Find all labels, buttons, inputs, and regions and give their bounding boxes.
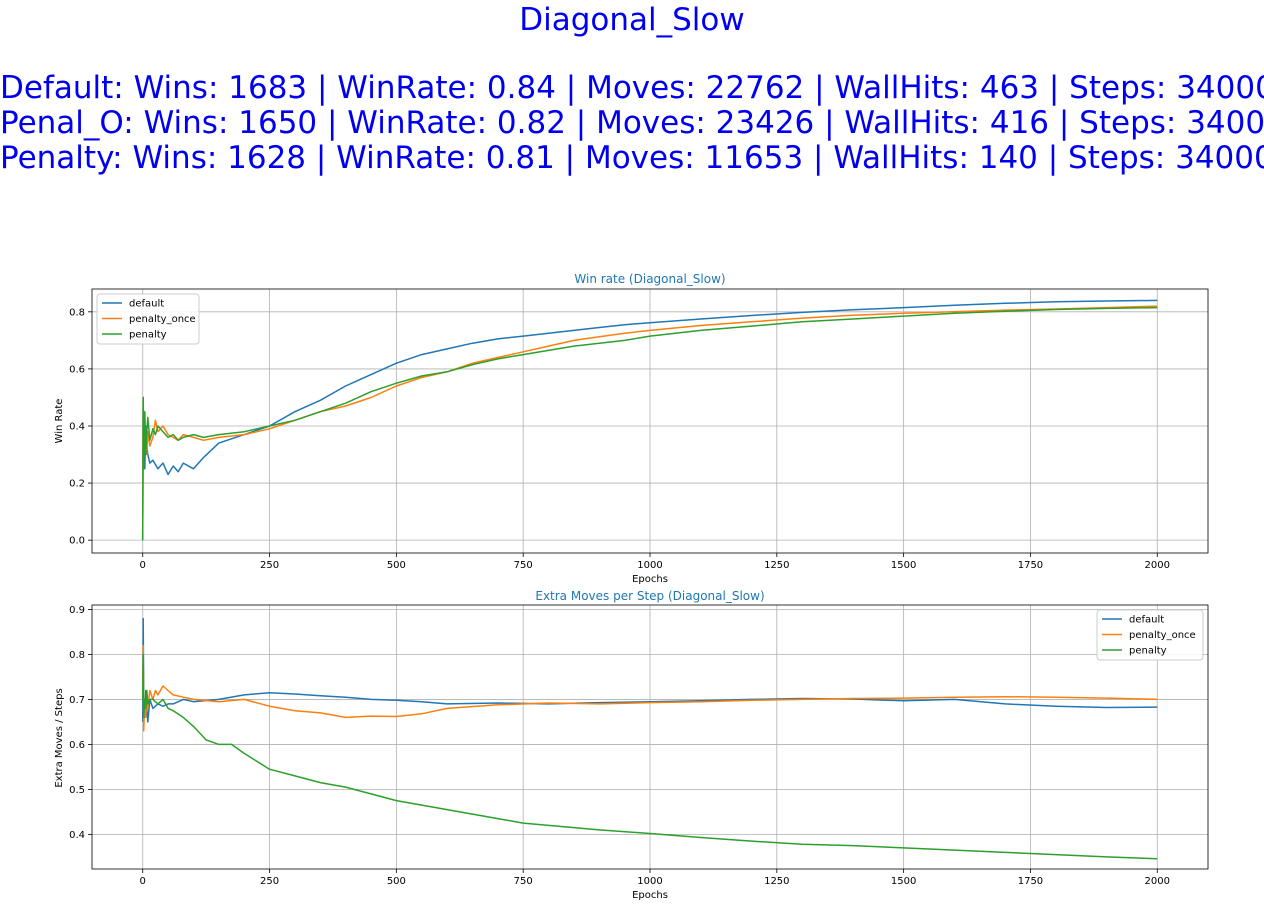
x-tick-label: 1250 bbox=[764, 560, 789, 571]
axes-frame bbox=[91, 604, 1209, 870]
xlabel-extra-moves: Epochs bbox=[632, 890, 668, 901]
legend-label-default: default bbox=[1129, 615, 1164, 626]
winrate-plot: 0 250 500 750 1000 1250 1500 1750 2000 0.0 0.2 0.4 0… bbox=[69, 288, 1209, 571]
x-tick-label: 2000 bbox=[1145, 876, 1170, 887]
chart-title-extra-moves: Extra Moves per Step (Diagonal_Slow) bbox=[535, 589, 764, 603]
legend-box bbox=[96, 293, 200, 345]
suptitle-line-penalty: Penalty: Wins: 1628 | WinRate: 0.81 | Mo… bbox=[0, 140, 1264, 176]
y-tick-label: 0.6 bbox=[69, 364, 85, 375]
x-tick-label: 0 bbox=[140, 560, 146, 571]
extra-moves-plot: 0 250 500 750 1000 1250 1500 1750 2000 0.4 0.5 0.6 0… bbox=[69, 604, 1209, 887]
x-tick-label: 2000 bbox=[1145, 560, 1170, 571]
ylabel-winrate: Win Rate bbox=[54, 399, 65, 444]
x-tick-label: 1750 bbox=[1018, 876, 1043, 887]
legend-label-penalty: penalty bbox=[129, 330, 167, 341]
x-tick-label: 250 bbox=[260, 560, 279, 571]
x-tick-label: 1000 bbox=[637, 876, 662, 887]
xlabel-winrate: Epochs bbox=[632, 574, 668, 585]
legend-label-penalty_once: penalty_once bbox=[129, 314, 196, 325]
y-tick-label: 0.6 bbox=[69, 740, 85, 751]
x-tick-label: 250 bbox=[260, 876, 279, 887]
x-tick-label: 1500 bbox=[891, 560, 916, 571]
y-tick-label: 0.8 bbox=[69, 307, 85, 318]
chart-title-winrate: Win rate (Diagonal_Slow) bbox=[574, 272, 725, 286]
y-tick-label: 0.7 bbox=[69, 695, 85, 706]
x-tick-label: 500 bbox=[387, 560, 406, 571]
series-line-default bbox=[141, 299, 1158, 541]
ylabel-extra-moves: Extra Moves / Steps bbox=[54, 688, 65, 787]
x-tick-label: 0 bbox=[140, 876, 146, 887]
x-tick-label: 1250 bbox=[764, 876, 789, 887]
y-tick-label: 0.0 bbox=[69, 536, 85, 547]
suptitle-line-penal-o: Penal_O: Wins: 1650 | WinRate: 0.82 | Mo… bbox=[0, 105, 1264, 141]
series-line-penalty_once bbox=[141, 305, 1158, 541]
series-line-penalty bbox=[141, 653, 1158, 860]
y-tick-label: 0.4 bbox=[69, 421, 85, 432]
series-line-penalty bbox=[141, 306, 1158, 541]
legend-label-default: default bbox=[129, 299, 164, 310]
y-tick-label: 0.5 bbox=[69, 785, 85, 796]
y-tick-label: 0.8 bbox=[69, 650, 85, 661]
y-tick-label: 0.4 bbox=[69, 830, 85, 841]
x-tick-label: 750 bbox=[514, 560, 533, 571]
suptitle-line-default: Default: Wins: 1683 | WinRate: 0.84 | Mo… bbox=[0, 70, 1264, 106]
legend-label-penalty_once: penalty_once bbox=[1129, 630, 1196, 641]
series-line-penalty_once bbox=[141, 644, 1158, 732]
y-tick-label: 0.9 bbox=[69, 605, 85, 616]
suptitle-name: Diagonal_Slow bbox=[519, 2, 745, 38]
x-tick-label: 1750 bbox=[1018, 560, 1043, 571]
x-tick-label: 750 bbox=[514, 876, 533, 887]
y-tick-label: 0.2 bbox=[69, 479, 85, 490]
legend-box bbox=[1096, 609, 1204, 661]
x-tick-label: 1500 bbox=[891, 876, 916, 887]
x-tick-label: 1000 bbox=[637, 560, 662, 571]
axes-frame bbox=[91, 288, 1209, 554]
x-tick-label: 500 bbox=[387, 876, 406, 887]
legend-label-penalty: penalty bbox=[1129, 646, 1167, 657]
